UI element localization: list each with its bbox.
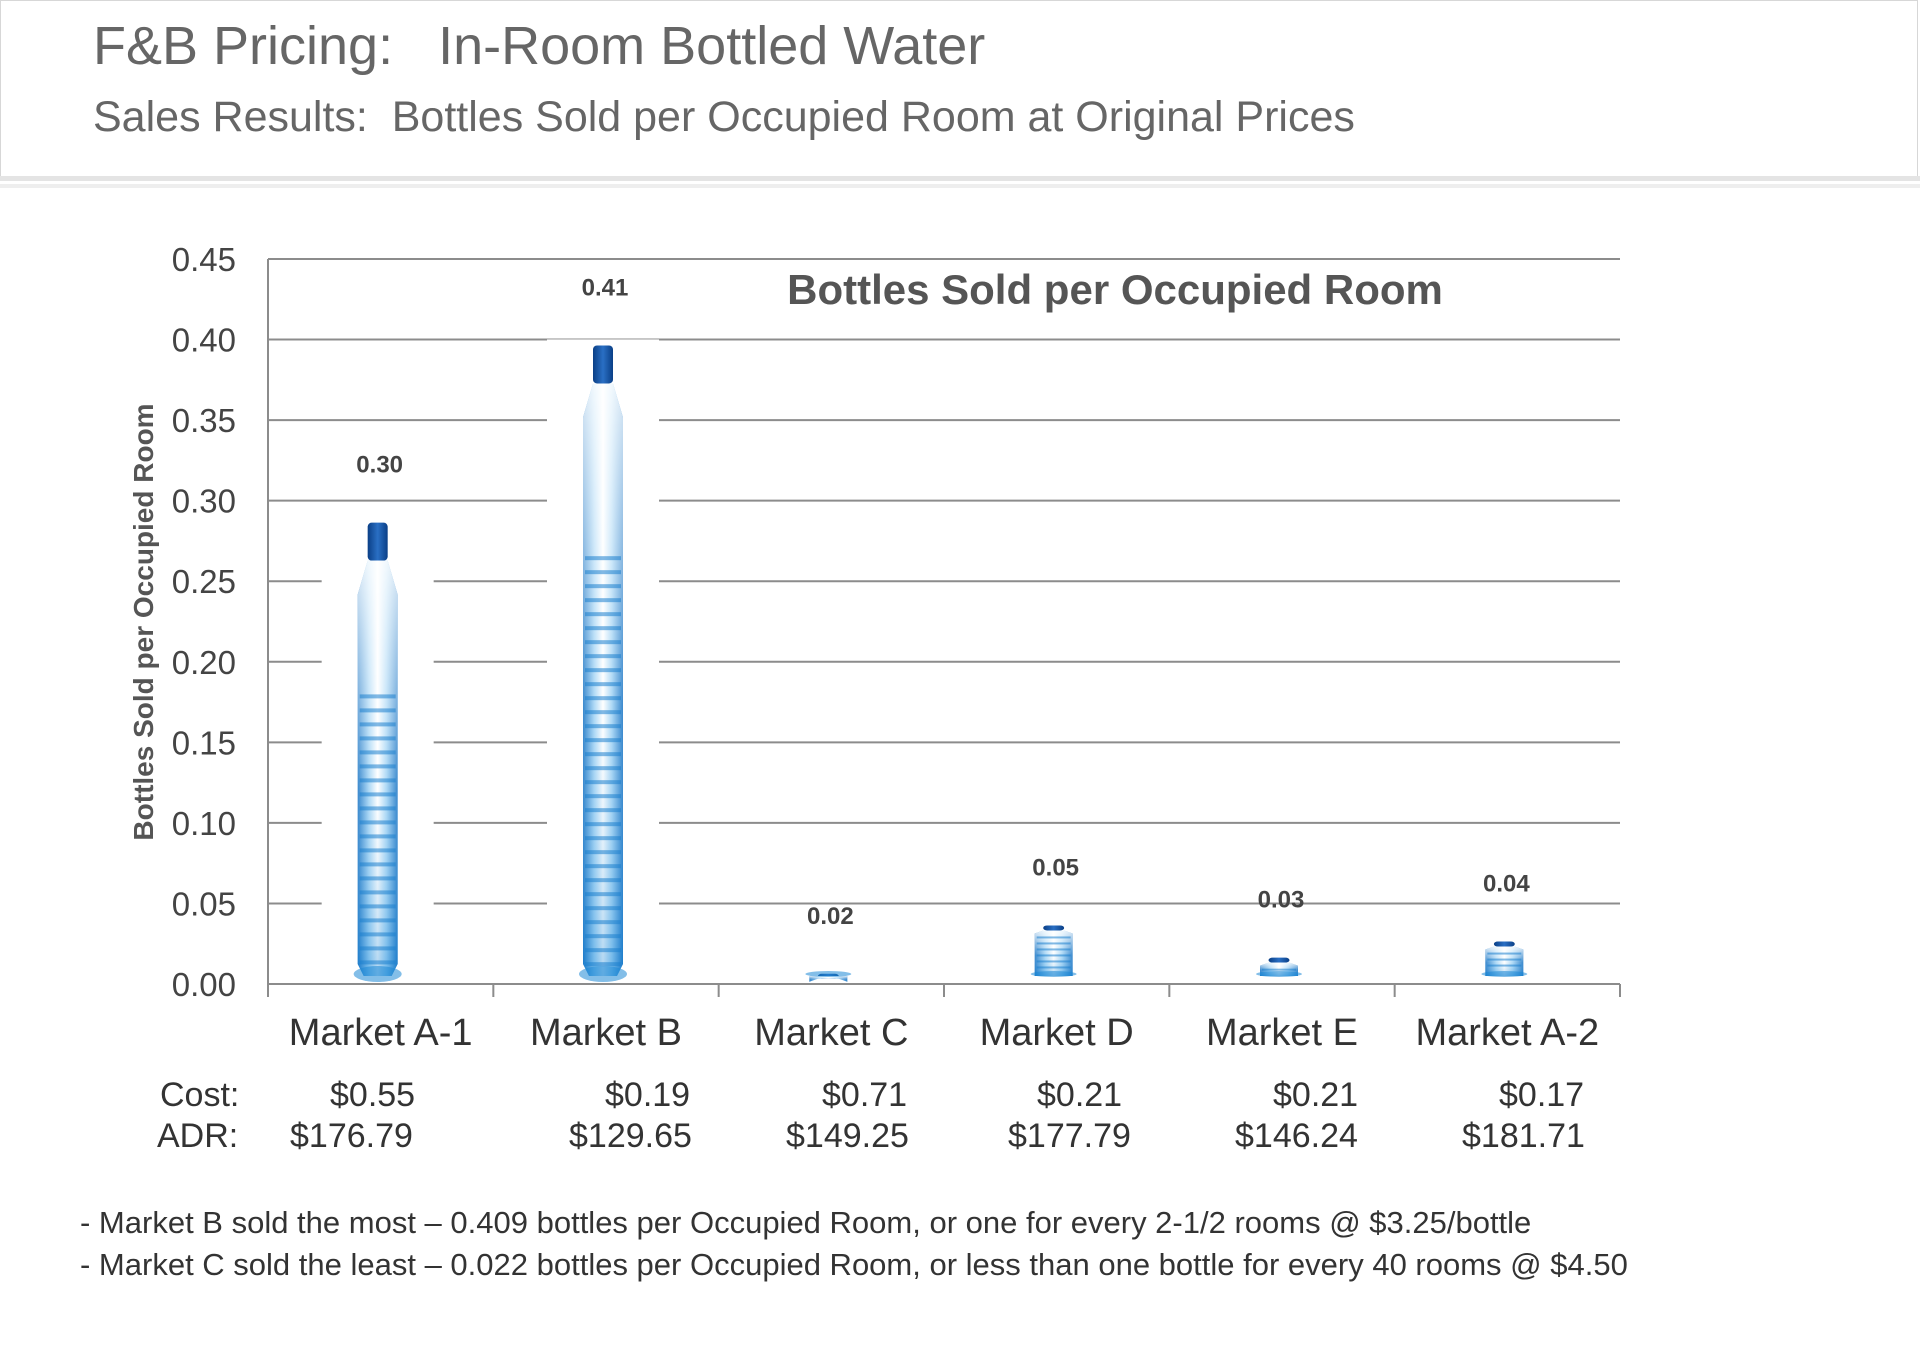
adr-value: $177.79 (1008, 1117, 1131, 1155)
x-tick-label: Market A-1 (289, 1012, 473, 1054)
x-tick-label: Market D (980, 1012, 1134, 1054)
cost-value: $0.21 (1273, 1076, 1359, 1114)
data-label: 0.04 (1483, 871, 1530, 898)
bar (998, 919, 1109, 977)
adr-value: $181.71 (1462, 1117, 1585, 1155)
chart-title: Bottles Sold per Occupied Room (787, 266, 1443, 313)
y-tick-label: 0.05 (172, 885, 236, 922)
adr-row-label: ADR: (157, 1117, 239, 1155)
adr-value: $176.79 (290, 1117, 413, 1155)
bar (773, 967, 884, 982)
y-tick-label: 0.10 (172, 805, 236, 842)
y-axis-title: Bottles Sold per Occupied Room (128, 403, 159, 840)
header: F&B Pricing: In-Room Bottled Water Sales… (0, 0, 1918, 176)
cost-value: $0.55 (330, 1076, 416, 1114)
data-label: 0.03 (1258, 887, 1305, 914)
y-tick-label: 0.00 (172, 966, 236, 1003)
adr-value: $129.65 (569, 1117, 692, 1155)
data-label: 0.30 (356, 452, 403, 479)
adr-value: $146.24 (1235, 1117, 1358, 1155)
bar (1449, 935, 1560, 977)
cost-value: $0.71 (822, 1076, 908, 1114)
x-tick-label: Market A-2 (1415, 1012, 1599, 1054)
x-tick-label: Market E (1206, 1012, 1358, 1054)
cost-value: $0.17 (1499, 1076, 1585, 1114)
x-tick-label: Market C (754, 1012, 908, 1054)
data-label: 0.41 (582, 274, 629, 301)
bar (547, 339, 659, 982)
page-title: F&B Pricing: In-Room Bottled Water (93, 16, 986, 76)
y-tick-label: 0.40 (172, 322, 236, 359)
adr-value: $149.25 (786, 1117, 909, 1155)
divider (0, 184, 1920, 188)
note-line: - Market B sold the most – 0.409 bottles… (80, 1205, 1532, 1240)
cost-row-label: Cost: (160, 1076, 240, 1114)
y-tick-label: 0.20 (172, 644, 236, 681)
data-label: 0.02 (807, 903, 854, 930)
y-tick-label: 0.25 (172, 563, 236, 600)
note-line: - Market C sold the least – 0.022 bottle… (80, 1247, 1628, 1282)
divider (0, 176, 1920, 181)
y-tick-label: 0.30 (172, 483, 236, 520)
y-tick-label: 0.45 (172, 241, 236, 278)
page-subtitle: Sales Results: Bottles Sold per Occupied… (93, 93, 1355, 141)
cost-value: $0.21 (1037, 1076, 1123, 1114)
bar (321, 516, 434, 982)
y-tick-label: 0.15 (172, 724, 236, 761)
cost-value: $0.19 (605, 1076, 691, 1114)
x-tick-label: Market B (530, 1012, 682, 1054)
data-label: 0.05 (1032, 854, 1079, 881)
y-tick-label: 0.35 (172, 402, 236, 439)
bar (1224, 951, 1334, 977)
